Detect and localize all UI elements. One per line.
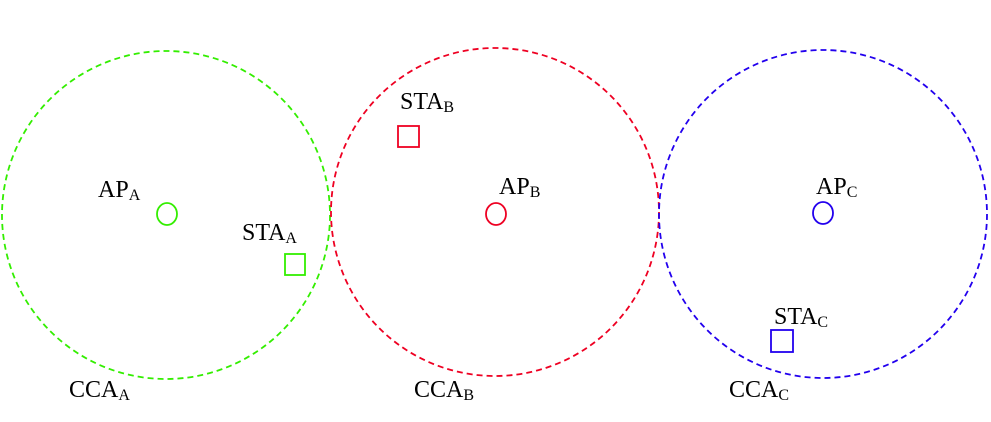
sta-label-b: STAB <box>400 89 454 116</box>
cell-c: APC STAC CCAC <box>658 49 988 404</box>
access-point-a <box>156 202 178 226</box>
station-c <box>770 329 794 353</box>
cell-b: APB STAB CCAB <box>330 47 660 404</box>
station-b <box>397 125 420 148</box>
station-a <box>284 253 306 276</box>
cca-label-a: CCAA <box>69 377 130 404</box>
ap-label-c: APC <box>816 174 857 201</box>
access-point-c <box>812 201 834 225</box>
ap-label-a: APA <box>98 177 141 204</box>
cca-label-b: CCAB <box>414 377 474 404</box>
sta-label-a: STAA <box>242 220 297 247</box>
cca-range-b <box>330 47 660 377</box>
access-point-b <box>485 202 507 226</box>
cca-range-a <box>1 50 331 380</box>
cca-label-c: CCAC <box>729 377 789 404</box>
ap-label-b: APB <box>499 174 540 201</box>
cell-a: APA STAA CCAA <box>1 50 331 404</box>
cca-range-c <box>658 49 988 379</box>
sta-label-c: STAC <box>774 304 828 331</box>
